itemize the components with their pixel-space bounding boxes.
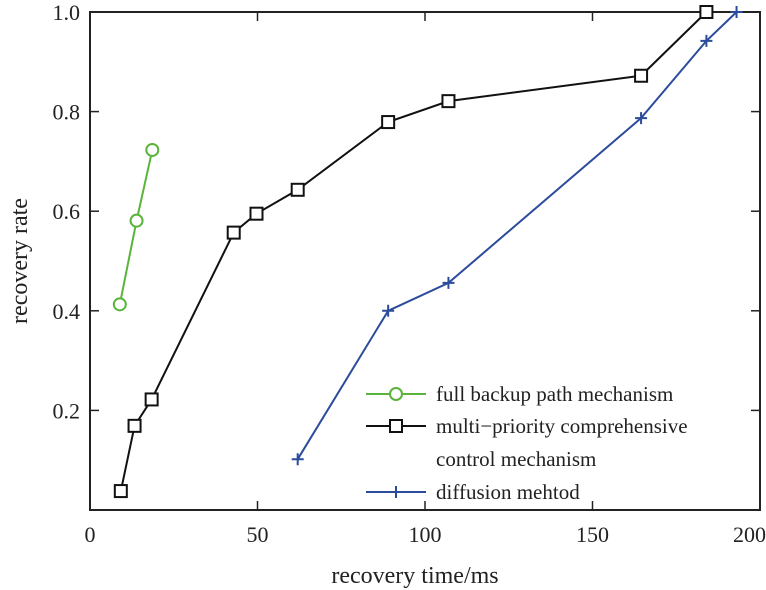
data-point [113,484,128,499]
data-point [381,115,396,130]
series-line [119,11,708,492]
y-tick-label: 0.6 [53,199,81,224]
y-tick-label: 0.2 [53,398,81,423]
series-layer [112,5,743,499]
series-line [296,11,738,460]
x-tick-label: 50 [247,522,269,547]
legend-label: diffusion mehtod [436,480,580,504]
series-1 [113,5,714,499]
data-point [635,112,648,125]
y-axis: 0.2 0.4 0.6 0.8 1.0 [53,0,760,423]
data-point [730,6,743,18]
x-tick-label: 150 [576,522,609,547]
data-point [144,392,159,407]
data-point [700,34,713,47]
data-point [112,297,127,312]
legend-item: multi−priority comprehensive control mech… [366,414,688,471]
data-point [127,418,142,433]
y-tick-label: 1.0 [53,0,81,25]
data-point [145,142,160,157]
legend-swatch-marker [389,419,403,433]
x-axis-title: recovery time/ms [331,563,498,589]
data-point [634,68,649,83]
legend-swatch-marker [390,486,402,498]
data-point [290,182,305,197]
y-axis-title: recovery rate [7,198,33,324]
legend-swatch-marker [389,387,403,401]
series-2 [291,6,743,466]
x-tick-label: 200 [733,522,766,547]
legend-label: multi−priority comprehensive [436,414,688,438]
legend-label: full backup path mechanism [436,382,673,406]
legend: full backup path mechanism multi−priority… [366,382,688,504]
x-tick-label: 0 [85,522,96,547]
series-0 [112,142,160,312]
legend-item: diffusion mehtod [366,480,580,504]
data-point [226,225,241,240]
data-point [129,213,144,228]
data-point [249,206,264,221]
x-tick-label: 100 [409,522,442,547]
data-point [699,5,714,19]
legend-item: full backup path mechanism [366,382,673,406]
y-tick-label: 0.4 [53,299,81,324]
data-point [291,453,304,466]
legend-label: control mechanism [436,447,596,471]
data-point [382,304,395,317]
data-point [441,94,456,109]
y-tick-label: 0.8 [53,100,81,125]
data-point [442,276,455,289]
x-axis: 0 50 100 150 200 [85,12,766,547]
